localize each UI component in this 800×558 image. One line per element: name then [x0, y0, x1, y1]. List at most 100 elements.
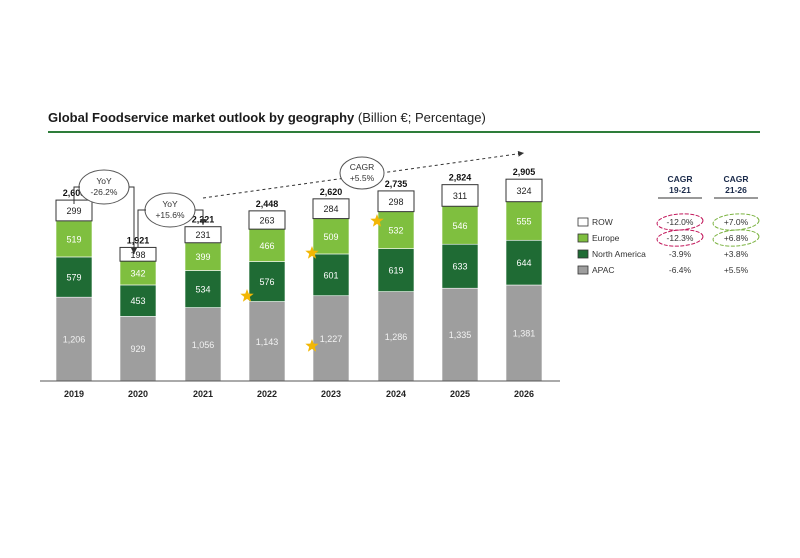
bar-north-america-2020: [119, 284, 157, 317]
bar-apac-2020: [119, 316, 157, 382]
bar-label-row-2026: 324: [516, 186, 531, 196]
bar-label-row-2020: 198: [130, 250, 145, 260]
cagr-21-26-europe: +6.8%: [724, 233, 749, 243]
bar-label-apac-2022: 1,143: [256, 337, 279, 347]
total-label-2023: 2,620: [320, 187, 343, 197]
bar-label-row-2021: 231: [195, 230, 210, 240]
total-label-2026: 2,905: [513, 167, 536, 177]
bar-label-apac-2023: 1,227: [320, 334, 343, 344]
bar-label-north-america-2021: 534: [195, 285, 210, 295]
bar-label-row-2024: 298: [388, 197, 403, 207]
star-icon: [305, 339, 319, 352]
bar-north-america-2022: [248, 261, 286, 302]
cagr-header-1: CAGR: [667, 174, 692, 184]
cagr-highlight-europe-1: [656, 229, 704, 247]
bar-label-north-america-2020: 453: [130, 296, 145, 306]
x-tick-2023: 2023: [321, 389, 341, 399]
chart-title-bold: Global Foodservice market outlook by geo…: [48, 110, 355, 125]
cagr-header-2: CAGR: [723, 174, 748, 184]
star-icon: [305, 246, 319, 259]
bar-apac-2025: [441, 287, 479, 382]
x-tick-2022: 2022: [257, 389, 277, 399]
bar-europe-2019: [55, 220, 93, 258]
yoy-value-2020: -26.2%: [91, 187, 118, 197]
bar-label-europe-2020: 342: [130, 269, 145, 279]
legend-swatch-apac: [577, 265, 589, 275]
x-tick-2026: 2026: [514, 389, 534, 399]
bar-row-2022: [248, 210, 286, 230]
bar-label-europe-2024: 532: [388, 226, 403, 236]
bar-apac-2026: [505, 284, 543, 382]
legend-label-apac: APAC: [592, 265, 615, 275]
x-tick-2025: 2025: [450, 389, 470, 399]
cagr-21-26-apac: +5.5%: [724, 265, 749, 275]
legend-swatch-europe: [577, 233, 589, 243]
bar-label-apac-2024: 1,286: [385, 332, 408, 342]
yoy-arrow-2020: [73, 186, 134, 254]
cagr-19-21-apac: -6.4%: [669, 265, 692, 275]
bar-europe-2022: [248, 228, 286, 262]
legend-swatch-north-america: [577, 249, 589, 259]
bar-label-apac-2026: 1,381: [513, 329, 536, 339]
bar-north-america-2021: [184, 270, 222, 308]
cagr-header-period-1: 19-21: [669, 185, 691, 195]
cagr-21-26-north-america: +3.8%: [724, 249, 749, 259]
bar-label-europe-2022: 466: [259, 241, 274, 251]
bar-label-north-america-2024: 619: [388, 266, 403, 276]
star-icon: [240, 289, 254, 302]
cagr-bubble-label: CAGR: [350, 162, 375, 172]
bar-label-apac-2021: 1,056: [192, 340, 215, 350]
bar-label-europe-2021: 399: [195, 252, 210, 262]
title-rule: [48, 131, 760, 133]
chart-title: Global Foodservice market outlook by geo…: [48, 110, 486, 125]
bar-row-2026: [505, 178, 543, 203]
bar-label-row-2022: 263: [259, 216, 274, 226]
x-tick-2019: 2019: [64, 389, 84, 399]
cagr-header-period-2: 21-26: [725, 185, 747, 195]
cagr-19-21-north-america: -3.9%: [669, 249, 692, 259]
bar-label-apac-2020: 929: [130, 344, 145, 354]
cagr-bubble: [339, 156, 385, 190]
cagr-19-21-europe: -12.3%: [667, 233, 694, 243]
bar-label-north-america-2025: 633: [452, 262, 467, 272]
yoy-value-2021: +15.6%: [155, 210, 185, 220]
bar-label-row-2019: 299: [66, 206, 81, 216]
legend-swatch-row: [577, 217, 589, 227]
stars-layer: [240, 214, 384, 352]
bar-label-row-2023: 284: [323, 204, 338, 214]
total-label-2022: 2,448: [256, 199, 279, 209]
bar-apac-2021: [184, 307, 222, 382]
bar-label-north-america-2026: 644: [516, 258, 531, 268]
bar-label-europe-2025: 546: [452, 221, 467, 231]
x-axis-labels: 2019 2020 2021 2022 2023 2024 2025 2026: [64, 389, 534, 399]
yoy-label-2020: YoY: [96, 176, 112, 186]
cagr-21-26-row: +7.0%: [724, 217, 749, 227]
bar-label-apac-2025: 1,335: [449, 330, 472, 340]
x-tick-2020: 2020: [128, 389, 148, 399]
bar-label-apac-2019: 1,206: [63, 335, 86, 345]
x-tick-2021: 2021: [193, 389, 213, 399]
bar-label-europe-2023: 509: [323, 232, 338, 242]
bar-label-north-america-2022: 576: [259, 277, 274, 287]
annotations-layer: YoY-26.2%YoY+15.6%CAGR+5.5%: [73, 150, 525, 254]
cagr-highlight-europe-2: [712, 229, 760, 247]
cagr-19-21-row: -12.0%: [667, 217, 694, 227]
legend: ROW Europe North America APAC: [577, 217, 646, 275]
bar-label-north-america-2019: 579: [66, 273, 81, 283]
yoy-arrow-2021: [137, 209, 203, 248]
cagr-bubble-value: +5.5%: [350, 173, 375, 183]
legend-label-north-america: North America: [592, 249, 646, 259]
bar-north-america-2024: [377, 248, 415, 292]
bar-apac-2019: [55, 296, 93, 382]
total-label-2025: 2,824: [449, 173, 472, 183]
legend-label-europe: Europe: [592, 233, 620, 243]
legend-label-row: ROW: [592, 217, 613, 227]
bar-north-america-2019: [55, 256, 93, 298]
bar-row-2023: [312, 198, 350, 220]
bar-label-row-2025: 311: [453, 191, 467, 201]
bars-layer: 1,206 579 519 299 929 453 342 198 1,056 534 399 231…: [55, 178, 543, 382]
bar-row-2024: [377, 190, 415, 213]
bar-europe-2026: [505, 201, 543, 241]
bar-apac-2024: [377, 291, 415, 382]
